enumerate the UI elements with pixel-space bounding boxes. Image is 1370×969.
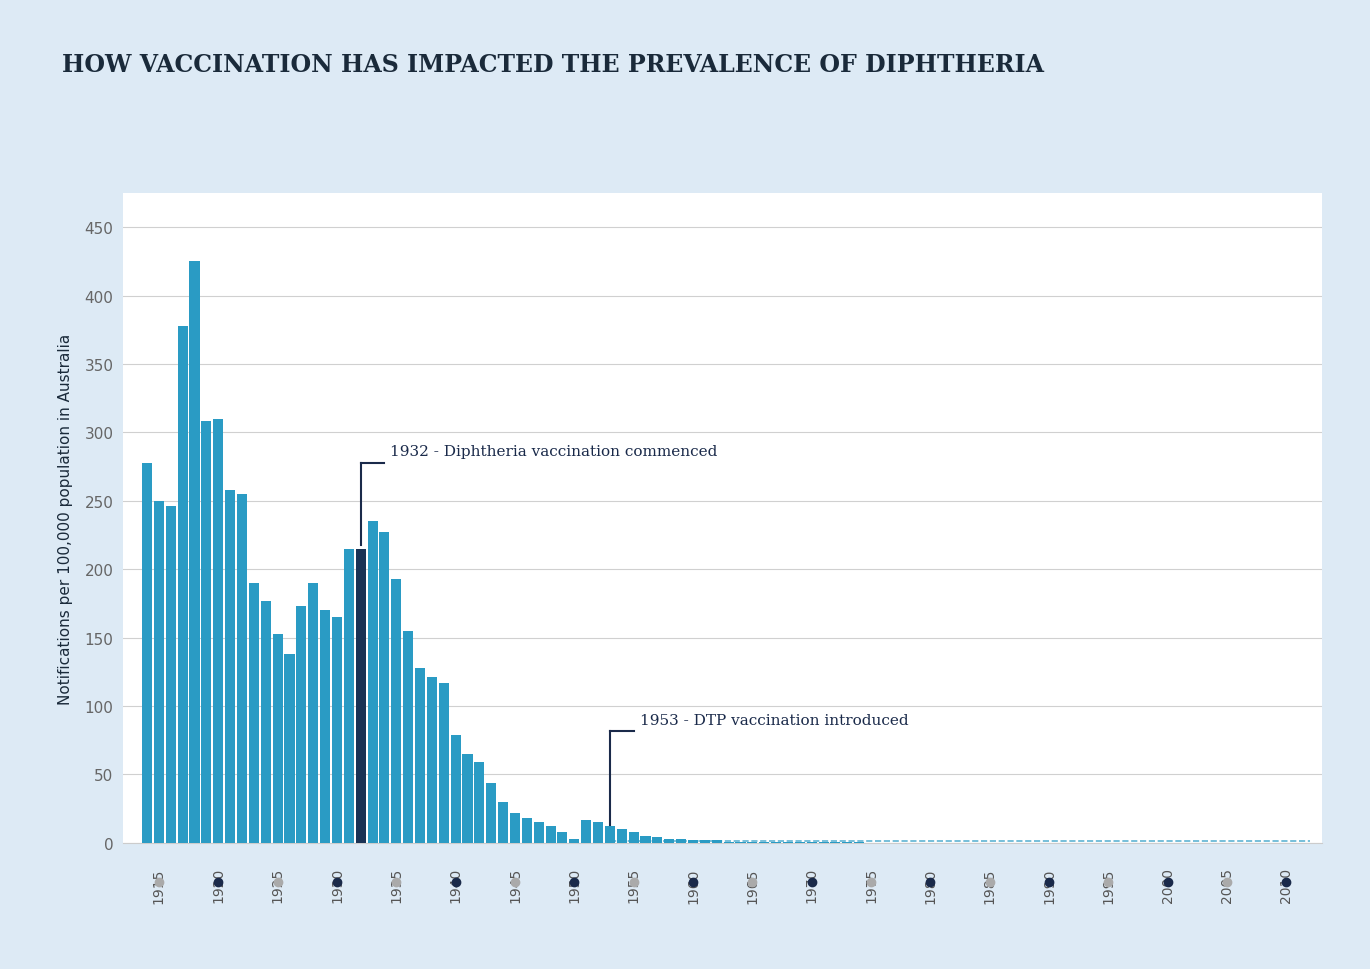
Bar [225,490,236,843]
Bar [332,617,342,843]
Bar [296,607,307,843]
Bar [675,839,686,843]
Bar [153,501,164,843]
Bar [356,549,366,843]
Bar [723,842,734,843]
Bar [249,583,259,843]
Bar [545,827,556,843]
Text: HOW VACCINATION HAS IMPACTED THE PREVALENCE OF DIPHTHERIA: HOW VACCINATION HAS IMPACTED THE PREVALE… [62,53,1044,78]
Bar [616,829,627,843]
Bar [474,763,485,843]
Bar [438,683,449,843]
Text: 1932 - Diphtheria vaccination commenced: 1932 - Diphtheria vaccination commenced [390,445,718,459]
Bar [747,842,758,843]
Bar [736,842,745,843]
Bar [606,827,615,843]
Bar [463,754,473,843]
Bar [581,820,592,843]
Bar [415,668,425,843]
Bar [700,840,710,843]
Bar [273,634,282,843]
Bar [344,549,353,843]
Bar [214,420,223,843]
Bar [499,802,508,843]
Bar [510,813,521,843]
Bar [664,839,674,843]
Bar [189,263,200,843]
Bar [392,579,401,843]
Y-axis label: Notifications per 100,000 population in Australia: Notifications per 100,000 population in … [59,333,74,703]
Bar [522,819,532,843]
Bar [534,823,544,843]
Bar [285,654,295,843]
Bar [142,463,152,843]
Bar [379,533,389,843]
Bar [629,832,638,843]
Bar [308,583,318,843]
Bar [201,422,211,843]
Bar [593,823,603,843]
Bar [166,507,175,843]
Bar [652,837,663,843]
Bar [367,522,378,843]
Bar [451,735,460,843]
Bar [403,631,414,843]
Bar [178,327,188,843]
Text: 1953 - DTP vaccination introduced: 1953 - DTP vaccination introduced [640,713,908,727]
Bar [260,601,271,843]
Bar [321,610,330,843]
Bar [711,840,722,843]
Bar [641,836,651,843]
Bar [486,783,496,843]
Bar [688,840,699,843]
Bar [570,839,580,843]
Bar [237,494,247,843]
Bar [558,832,567,843]
Bar [427,677,437,843]
